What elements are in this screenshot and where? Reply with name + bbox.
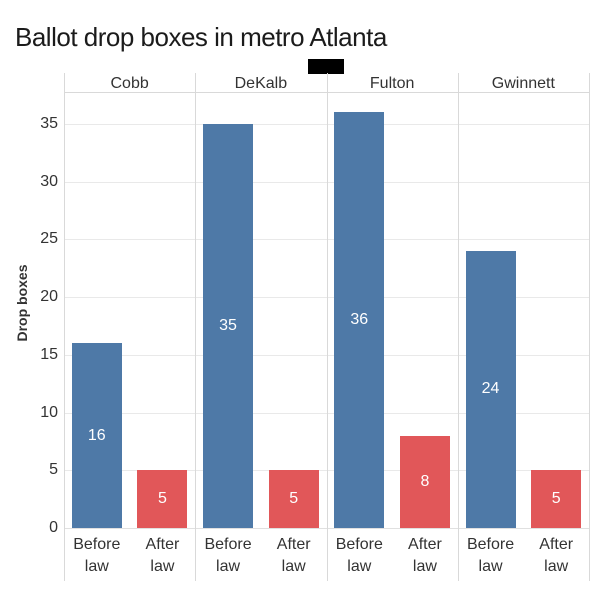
- y-tick-label: 20: [40, 288, 58, 306]
- bar-value-label: 36: [350, 311, 369, 329]
- panel-border: [64, 73, 65, 581]
- bar-dekalb-after-law: [268, 470, 319, 528]
- x-tick-label: After law: [539, 536, 574, 575]
- bar-fulton-after-law: [399, 435, 450, 528]
- y-tick-label: 35: [40, 115, 58, 132]
- y-tick-label: 15: [40, 345, 58, 363]
- header-divider: [64, 92, 589, 93]
- y-tick-label: 0: [49, 519, 58, 536]
- chart-title: Ballot drop boxes in metro Atlanta: [15, 22, 387, 52]
- panel-border: [326, 73, 328, 581]
- x-tick-label: After law: [145, 536, 180, 575]
- bar-fulton-before-law: [334, 112, 385, 528]
- bar-dekalb-before-law: [203, 124, 254, 528]
- x-tick-label: Before law: [204, 536, 252, 575]
- bar-value-label: 5: [551, 490, 561, 508]
- y-tick-label: 10: [40, 403, 58, 421]
- x-tick-label: Before law: [466, 536, 515, 575]
- bar-value-label: 8: [420, 472, 430, 490]
- redaction-box: [308, 59, 344, 74]
- x-tick-label: After law: [408, 536, 442, 575]
- panel-border: [589, 73, 590, 581]
- bar-value-label: 5: [157, 490, 167, 508]
- panel-header-cobb: Cobb: [110, 75, 149, 92]
- bar-gwinnett-before-law: [465, 250, 516, 528]
- y-tick-label: 5: [49, 461, 58, 479]
- bar-value-label: 24: [481, 380, 500, 398]
- y-tick-label: 25: [40, 230, 58, 248]
- panel-header-fulton: Fulton: [369, 75, 415, 92]
- panel-border: [457, 73, 459, 581]
- bar-value-label: 16: [87, 426, 106, 444]
- bar-cobb-before-law: [71, 343, 122, 528]
- bar-cobb-after-law: [137, 470, 188, 528]
- panel-border: [195, 73, 197, 581]
- panel-header-gwinnett: Gwinnett: [491, 75, 555, 92]
- bar-value-label: 5: [289, 490, 299, 508]
- panel-header-dekalb: DeKalb: [234, 75, 288, 92]
- bar-value-label: 35: [219, 317, 237, 334]
- x-tick-label: Before law: [335, 536, 383, 575]
- x-tick-label: After law: [276, 536, 311, 575]
- bar-gwinnett-after-law: [531, 470, 582, 528]
- y-tick-label: 30: [40, 172, 58, 190]
- x-tick-label: Before law: [73, 536, 121, 575]
